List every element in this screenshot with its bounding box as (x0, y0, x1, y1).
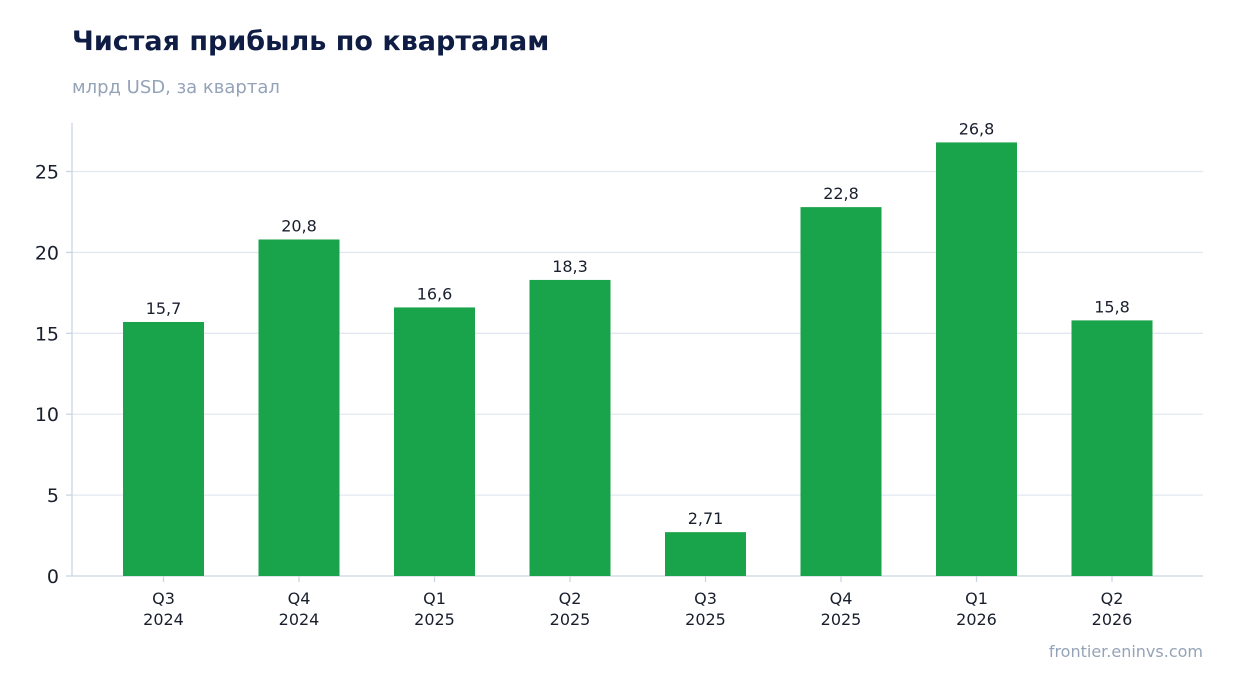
x-tick-label-quarter: Q4 (830, 589, 853, 608)
bars (123, 142, 1153, 576)
bar (1071, 320, 1153, 576)
data-label: 22,8 (823, 184, 859, 203)
x-tick-label-year: 2026 (1092, 610, 1133, 629)
y-tick-label: 10 (35, 404, 59, 426)
x-tick-label-year: 2025 (685, 610, 726, 629)
y-tick-label: 20 (35, 242, 59, 264)
x-tick-label-quarter: Q4 (288, 589, 311, 608)
x-tick-label-year: 2025 (821, 610, 862, 629)
data-label: 15,8 (1094, 297, 1130, 316)
bar (258, 239, 340, 576)
x-tick-label-year: 2026 (956, 610, 997, 629)
data-label: 2,71 (688, 509, 724, 528)
x-tick-label-quarter: Q1 (965, 589, 988, 608)
y-tick-label: 15 (35, 323, 59, 345)
grid-lines (72, 170, 1203, 496)
x-tick-label-year: 2024 (279, 610, 320, 629)
bar (123, 321, 204, 576)
x-tick-label-year: 2025 (414, 610, 455, 629)
x-tick-label-quarter: Q1 (423, 589, 446, 608)
x-tick-label-year: 2025 (550, 610, 591, 629)
bar (800, 207, 882, 576)
axes: 0510152025Q32024Q42024Q12025Q22025Q32025… (35, 123, 1203, 629)
source-credit: frontier.eninvs.com (1048, 642, 1203, 661)
x-tick-label-quarter: Q2 (1101, 589, 1124, 608)
labels: 15,7 20,8 16,6 18,3 2,71 22,8 26,8 15,8 (146, 119, 1130, 528)
data-label: 15,7 (146, 299, 182, 318)
x-tick-label-quarter: Q3 (152, 589, 175, 608)
data-label: 16,6 (417, 284, 453, 303)
bar (529, 279, 611, 576)
y-tick-label: 25 (35, 162, 59, 184)
bar (936, 142, 1017, 576)
bar (665, 532, 746, 576)
y-tick-label: 5 (47, 485, 59, 507)
chart-title: Чистая прибыль по кварталам (72, 26, 550, 57)
x-tick-label-quarter: Q3 (694, 589, 717, 608)
x-tick-label-year: 2024 (143, 610, 184, 629)
data-label: 26,8 (959, 119, 995, 138)
y-tick-label: 0 (47, 566, 59, 588)
chart-subtitle: млрд USD, за квартал (72, 77, 280, 98)
data-label: 18,3 (552, 257, 588, 276)
data-label: 20,8 (281, 216, 317, 235)
x-tick-label-quarter: Q2 (559, 589, 582, 608)
bar (394, 307, 475, 576)
